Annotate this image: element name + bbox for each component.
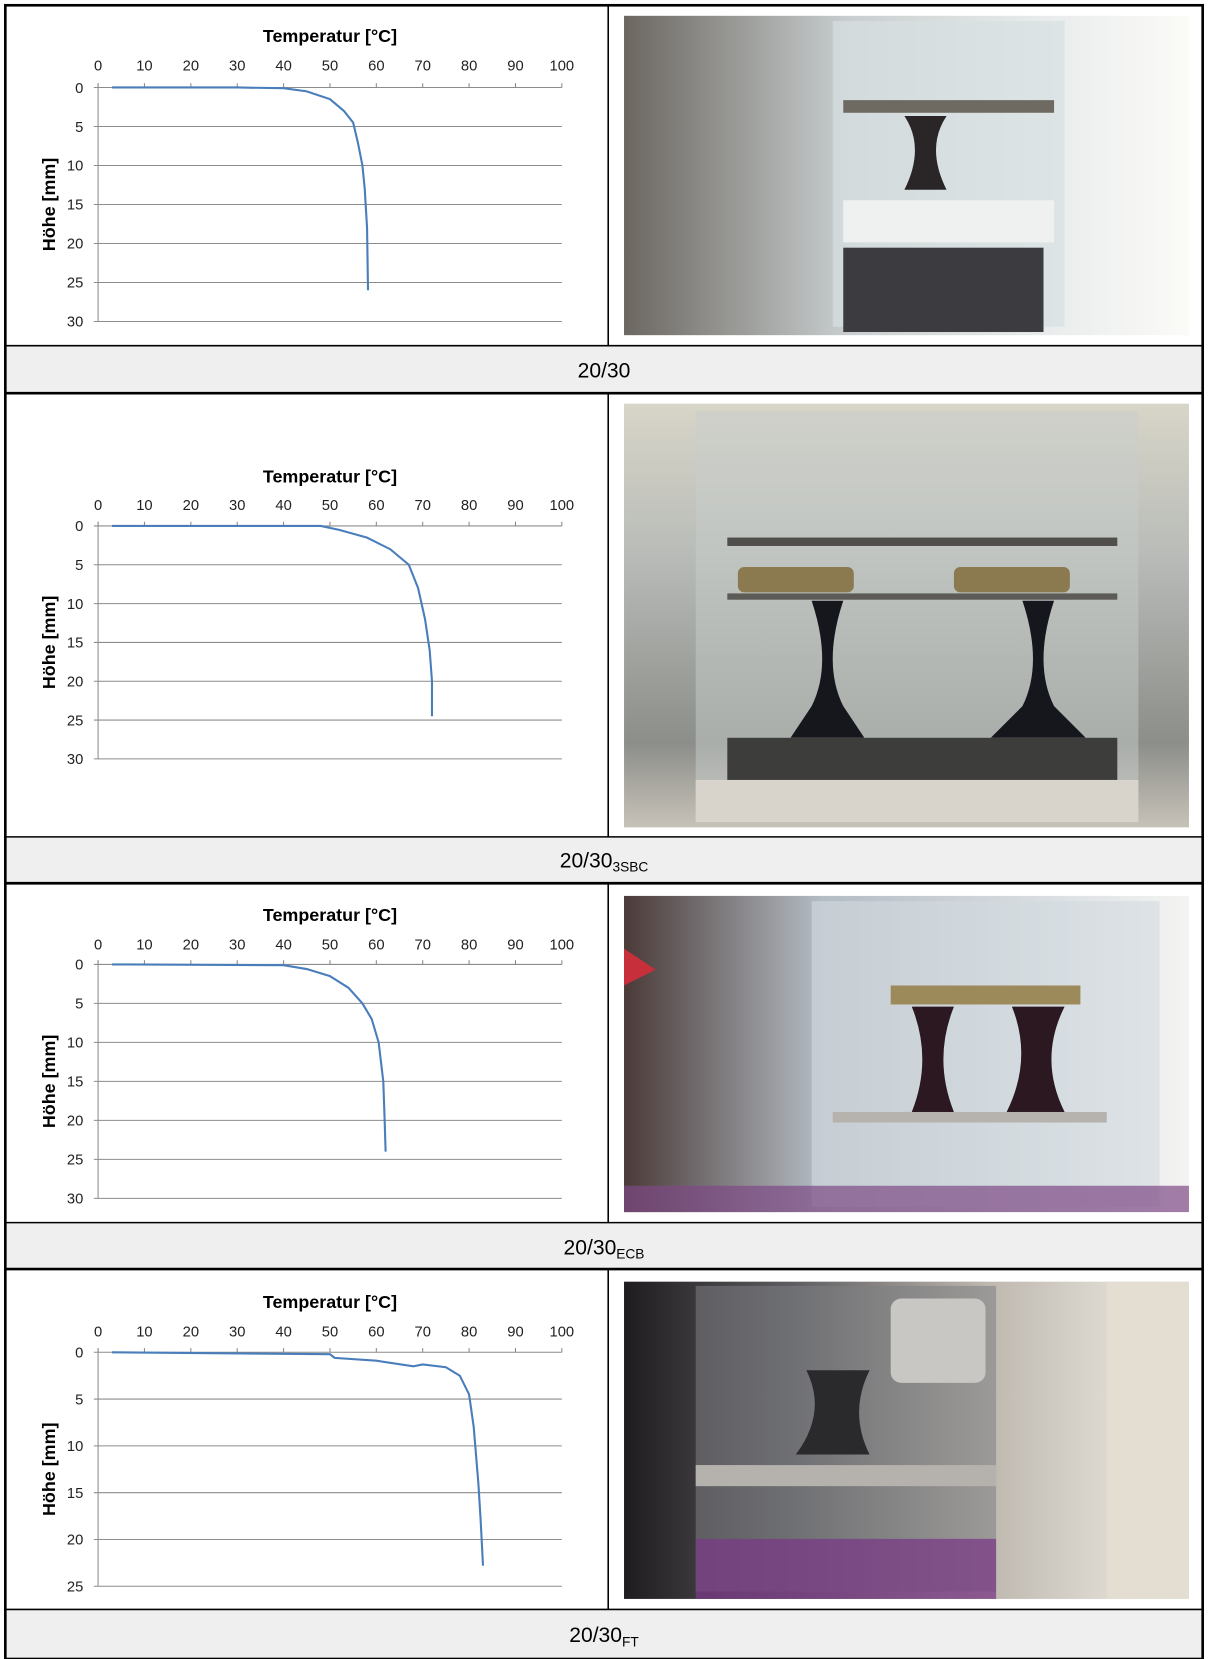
- photo: [624, 404, 1189, 828]
- y-tick-label: 30: [67, 752, 83, 768]
- data-line: [112, 526, 432, 716]
- y-tick-label: 20: [67, 675, 83, 691]
- x-tick-label: 10: [136, 498, 152, 514]
- caption-text: 20/30: [569, 1624, 622, 1647]
- x-tick-label: 30: [229, 59, 245, 75]
- document: Temperatur [°C]Höhe [mm]0102030405060708…: [0, 0, 1208, 1659]
- y-tick-label: 10: [67, 1036, 83, 1052]
- x-tick-label: 0: [94, 498, 102, 514]
- x-tick-label: 100: [550, 498, 575, 514]
- x-tick-label: 10: [136, 938, 152, 954]
- x-tick-label: 50: [322, 1324, 338, 1340]
- y-tick-label: 0: [75, 958, 83, 974]
- y-tick-label: 5: [75, 558, 83, 574]
- x-tick-label: 90: [507, 59, 523, 75]
- y-axis-label: Höhe [mm]: [39, 1035, 59, 1129]
- x-tick-label: 0: [94, 59, 102, 75]
- chart-title: Temperatur [°C]: [263, 26, 397, 46]
- x-tick-label: 90: [507, 1324, 523, 1340]
- caption-text: 20/30: [564, 1236, 617, 1259]
- x-tick-label: 80: [461, 1324, 477, 1340]
- x-tick-label: 90: [507, 938, 523, 954]
- y-tick-label: 0: [75, 1346, 83, 1362]
- x-tick-label: 60: [368, 59, 384, 75]
- y-tick-label: 15: [67, 636, 83, 652]
- y-tick-label: 10: [67, 1439, 83, 1455]
- x-tick-label: 100: [550, 1324, 575, 1340]
- x-tick-label: 20: [183, 498, 199, 514]
- chart-title: Temperatur [°C]: [263, 467, 397, 487]
- photo: [624, 1282, 1189, 1599]
- caption-subscript: ECB: [616, 1246, 644, 1261]
- caption: 20/30: [578, 359, 631, 382]
- y-tick-label: 20: [67, 1533, 83, 1549]
- y-tick-label: 25: [67, 276, 83, 292]
- y-tick-label: 10: [67, 597, 83, 613]
- y-tick-label: 10: [67, 159, 83, 175]
- data-line: [112, 964, 386, 1151]
- data-line: [112, 1352, 483, 1565]
- x-tick-label: 60: [368, 938, 384, 954]
- y-tick-label: 5: [75, 1392, 83, 1408]
- x-tick-label: 70: [415, 938, 431, 954]
- y-tick-label: 30: [67, 1192, 83, 1208]
- x-tick-label: 90: [507, 498, 523, 514]
- y-tick-label: 25: [67, 713, 83, 729]
- y-tick-label: 25: [67, 1153, 83, 1169]
- y-axis-label: Höhe [mm]: [39, 596, 59, 690]
- x-tick-label: 80: [461, 938, 477, 954]
- x-tick-label: 60: [368, 498, 384, 514]
- x-tick-label: 60: [368, 1324, 384, 1340]
- x-tick-label: 50: [322, 938, 338, 954]
- chart-title: Temperatur [°C]: [263, 905, 397, 925]
- y-tick-label: 0: [75, 81, 83, 97]
- chart-title: Temperatur [°C]: [263, 1292, 397, 1312]
- x-tick-label: 40: [275, 498, 291, 514]
- x-tick-label: 30: [229, 1324, 245, 1340]
- y-axis-label: Höhe [mm]: [39, 158, 59, 252]
- x-tick-label: 0: [94, 1324, 102, 1340]
- photo: [624, 16, 1189, 335]
- caption-text: 20/30: [578, 359, 631, 382]
- x-tick-label: 50: [322, 59, 338, 75]
- y-axis-label: Höhe [mm]: [39, 1423, 59, 1517]
- y-tick-label: 15: [67, 198, 83, 214]
- page: {"chart_data": [ {"type": "line", "title…: [0, 0, 1208, 1659]
- y-tick-label: 5: [75, 997, 83, 1013]
- x-tick-label: 100: [550, 59, 575, 75]
- x-tick-label: 10: [136, 59, 152, 75]
- y-tick-label: 15: [67, 1075, 83, 1091]
- x-tick-label: 80: [461, 498, 477, 514]
- y-tick-label: 5: [75, 120, 83, 136]
- x-tick-label: 70: [415, 59, 431, 75]
- y-tick-label: 20: [67, 1114, 83, 1130]
- x-tick-label: 30: [229, 938, 245, 954]
- x-tick-label: 20: [183, 59, 199, 75]
- caption-text: 20/30: [560, 849, 613, 872]
- x-tick-label: 80: [461, 59, 477, 75]
- x-tick-label: 40: [275, 59, 291, 75]
- y-tick-label: 20: [67, 237, 83, 253]
- x-tick-label: 30: [229, 498, 245, 514]
- x-tick-label: 20: [183, 938, 199, 954]
- x-tick-label: 40: [275, 938, 291, 954]
- x-tick-label: 50: [322, 498, 338, 514]
- x-tick-label: 100: [550, 938, 575, 954]
- x-tick-label: 0: [94, 938, 102, 954]
- x-tick-label: 10: [136, 1324, 152, 1340]
- caption-subscript: FT: [622, 1634, 639, 1649]
- y-tick-label: 30: [67, 315, 83, 331]
- x-tick-label: 70: [415, 498, 431, 514]
- x-tick-label: 20: [183, 1324, 199, 1340]
- x-tick-label: 70: [415, 1324, 431, 1340]
- data-line: [112, 87, 368, 290]
- y-tick-label: 0: [75, 519, 83, 535]
- y-tick-label: 25: [67, 1580, 83, 1596]
- x-tick-label: 40: [275, 1324, 291, 1340]
- photo: [624, 896, 1189, 1212]
- caption-subscript: 3SBC: [612, 860, 648, 875]
- y-tick-label: 15: [67, 1486, 83, 1502]
